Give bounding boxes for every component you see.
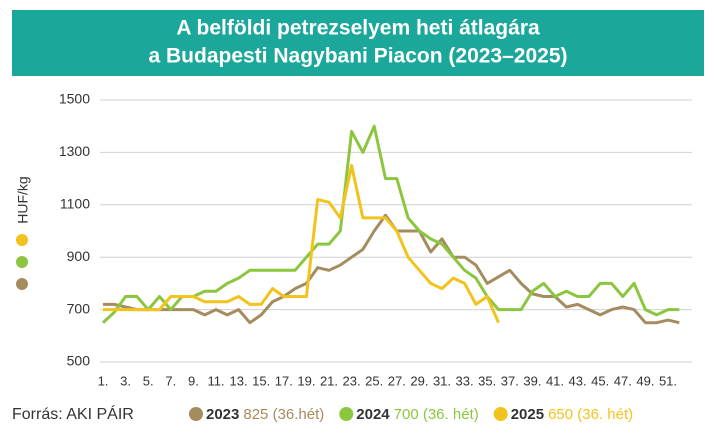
x-tick-label: 39. bbox=[523, 373, 541, 388]
y-tick-label: 1300 bbox=[59, 143, 90, 159]
x-tick-label: 45. bbox=[591, 373, 609, 388]
legend-marker bbox=[189, 407, 203, 421]
legend-label: 2024 bbox=[356, 406, 390, 423]
legend-note: 650 (36. hét) bbox=[548, 406, 633, 423]
legend-label: 2023 bbox=[206, 406, 239, 423]
line-series bbox=[101, 124, 680, 324]
title-bar bbox=[12, 10, 704, 76]
y-tick-label: 1100 bbox=[60, 196, 90, 212]
y-tick-label: 900 bbox=[67, 248, 91, 264]
x-tick-label: 41. bbox=[546, 373, 564, 388]
x-tick-label: 43. bbox=[569, 373, 587, 388]
x-tick-label: 31. bbox=[433, 373, 451, 388]
x-tick-label: 21. bbox=[320, 373, 338, 388]
x-tick-label: 3. bbox=[120, 373, 131, 388]
x-tick-label: 17. bbox=[275, 373, 293, 388]
x-tick-label: 5. bbox=[143, 373, 154, 388]
x-tick-label: 7. bbox=[165, 373, 176, 388]
x-tick-label: 15. bbox=[252, 373, 270, 388]
x-tick-label: 51. bbox=[659, 373, 677, 388]
x-tick-label: 35. bbox=[478, 373, 496, 388]
x-tick-label: 23. bbox=[343, 373, 361, 388]
y-tick-label: 500 bbox=[67, 353, 91, 369]
x-tick-label: 1. bbox=[98, 373, 109, 388]
y-tick-label: 700 bbox=[67, 300, 91, 316]
y-tick-label: 1500 bbox=[59, 91, 90, 107]
x-tick-label: 13. bbox=[230, 373, 248, 388]
y-axis-label: HUF/kg bbox=[15, 176, 31, 223]
legend-marker bbox=[339, 407, 354, 421]
x-tick-label: 25. bbox=[365, 373, 383, 388]
legend-marker bbox=[493, 407, 508, 421]
legend-dot bbox=[16, 278, 28, 290]
x-tick-label: 47. bbox=[614, 373, 632, 388]
legend-dot bbox=[16, 234, 28, 246]
x-tick-label: 33. bbox=[456, 373, 474, 388]
legend-note: 700 (36. hét) bbox=[394, 406, 479, 423]
line-series bbox=[103, 164, 500, 324]
source: Forrás: AKI PÁIR bbox=[12, 404, 134, 423]
x-tick-label: 27. bbox=[388, 373, 406, 388]
legend-label: 2025 bbox=[511, 406, 544, 423]
x-tick-label: 19. bbox=[297, 373, 315, 388]
legend-dot bbox=[16, 256, 28, 268]
chart-title: a Budapesti Nagybani Piacon (2023–2025) bbox=[148, 45, 567, 68]
legend-note: 825 (36.hét) bbox=[243, 406, 324, 423]
chart-title: A belföldi petrezselyem heti átlagára bbox=[176, 17, 540, 40]
x-tick-label: 49. bbox=[636, 373, 654, 388]
x-tick-label: 29. bbox=[410, 373, 428, 388]
line-series bbox=[103, 213, 680, 325]
x-tick-label: 37. bbox=[501, 373, 519, 388]
x-tick-label: 11. bbox=[207, 373, 224, 388]
x-tick-label: 9. bbox=[188, 373, 199, 388]
